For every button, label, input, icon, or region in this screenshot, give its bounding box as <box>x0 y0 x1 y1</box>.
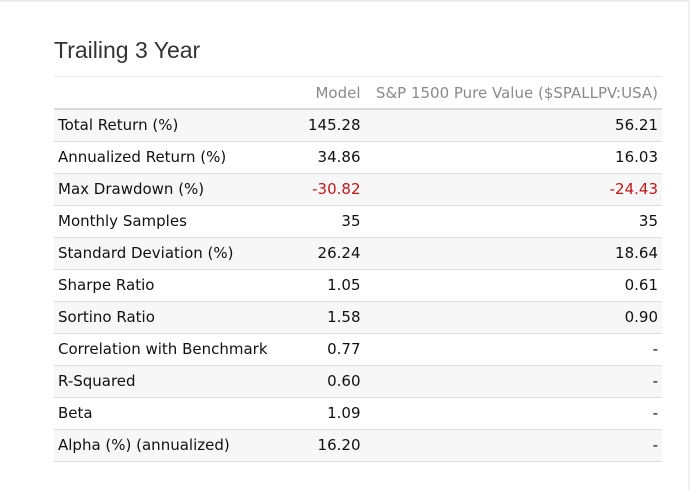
right-divider <box>688 0 690 491</box>
benchmark-value: - <box>364 397 662 430</box>
trailing-stats-panel: Trailing 3 Year Model S&P 1500 Pure Valu… <box>54 36 662 462</box>
header-row: Model S&P 1500 Pure Value ($SPALLPV:USA) <box>54 77 662 110</box>
table-body: Total Return (%) 145.28 56.21 Annualized Re… <box>54 109 662 462</box>
top-divider <box>0 0 690 2</box>
header-benchmark: S&P 1500 Pure Value ($SPALLPV:USA) <box>364 77 662 110</box>
model-value: 26.24 <box>304 237 365 270</box>
table-row: Correlation with Benchmark 0.77- <box>54 333 662 366</box>
table-row: R-Squared 0.60- <box>54 365 662 398</box>
stats-table: Model S&P 1500 Pure Value ($SPALLPV:USA)… <box>54 77 662 462</box>
benchmark-value: 16.03 <box>364 141 662 174</box>
benchmark-value: 56.21 <box>364 109 662 142</box>
benchmark-value: 0.90 <box>364 301 662 334</box>
table-row: Max Drawdown (%) -30.82 -24.43 <box>54 173 662 206</box>
metric-label: Monthly Samples <box>54 205 304 238</box>
metric-label: Alpha (%) (annualized) <box>54 429 304 462</box>
metric-label: R-Squared <box>54 365 304 398</box>
table-row: Alpha (%) (annualized) 16.20- <box>54 429 662 462</box>
table-row: Sharpe Ratio 1.05 0.61 <box>54 269 662 302</box>
metric-label: Sortino Ratio <box>54 301 304 334</box>
benchmark-value: - <box>364 365 662 398</box>
model-value: 145.28 <box>304 109 365 142</box>
model-value: 1.05 <box>304 269 365 302</box>
table-row: Standard Deviation (%) 26.24 18.64 <box>54 237 662 270</box>
model-value: 0.60 <box>304 365 365 398</box>
model-value: -30.82 <box>304 173 365 206</box>
metric-label: Correlation with Benchmark <box>54 333 304 366</box>
metric-label: Standard Deviation (%) <box>54 237 304 270</box>
metric-label: Total Return (%) <box>54 109 304 142</box>
metric-label: Annualized Return (%) <box>54 141 304 174</box>
metric-label: Max Drawdown (%) <box>54 173 304 206</box>
benchmark-value: - <box>364 333 662 366</box>
model-value: 16.20 <box>304 429 365 462</box>
model-value: 34.86 <box>304 141 365 174</box>
model-value: 1.09 <box>304 397 365 430</box>
benchmark-value: 0.61 <box>364 269 662 302</box>
metric-label: Sharpe Ratio <box>54 269 304 302</box>
header-metric <box>54 77 304 110</box>
benchmark-value: -24.43 <box>364 173 662 206</box>
model-value: 1.58 <box>304 301 365 334</box>
table-row: Total Return (%) 145.28 56.21 <box>54 109 662 142</box>
table-row: Beta 1.09- <box>54 397 662 430</box>
metric-label: Beta <box>54 397 304 430</box>
header-model: Model <box>304 77 365 110</box>
table-row: Monthly Samples 35 35 <box>54 205 662 238</box>
table-header: Model S&P 1500 Pure Value ($SPALLPV:USA) <box>54 77 662 110</box>
table-row: Annualized Return (%) 34.86 16.03 <box>54 141 662 174</box>
benchmark-value: 18.64 <box>364 237 662 270</box>
model-value: 0.77 <box>304 333 365 366</box>
table-row: Sortino Ratio 1.58 0.90 <box>54 301 662 334</box>
benchmark-value: 35 <box>364 205 662 238</box>
model-value: 35 <box>304 205 365 238</box>
benchmark-value: - <box>364 429 662 462</box>
panel-title: Trailing 3 Year <box>54 36 662 77</box>
